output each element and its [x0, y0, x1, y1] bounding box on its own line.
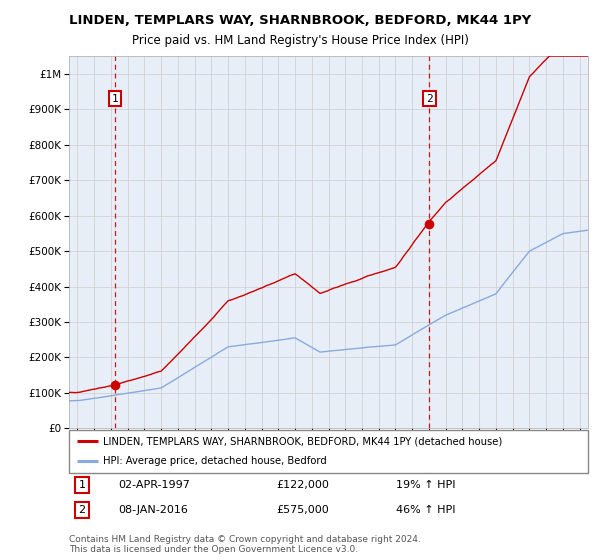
Text: 2: 2 — [426, 94, 433, 104]
Text: 1: 1 — [112, 94, 118, 104]
Text: 02-APR-1997: 02-APR-1997 — [118, 480, 190, 490]
Text: Contains HM Land Registry data © Crown copyright and database right 2024.
This d: Contains HM Land Registry data © Crown c… — [69, 535, 421, 554]
Text: HPI: Average price, detached house, Bedford: HPI: Average price, detached house, Bedf… — [103, 456, 326, 466]
Text: 46% ↑ HPI: 46% ↑ HPI — [396, 505, 455, 515]
Text: 08-JAN-2016: 08-JAN-2016 — [118, 505, 188, 515]
Text: £122,000: £122,000 — [277, 480, 329, 490]
Text: 19% ↑ HPI: 19% ↑ HPI — [396, 480, 455, 490]
Text: £575,000: £575,000 — [277, 505, 329, 515]
Text: 1: 1 — [79, 480, 85, 490]
Text: LINDEN, TEMPLARS WAY, SHARNBROOK, BEDFORD, MK44 1PY: LINDEN, TEMPLARS WAY, SHARNBROOK, BEDFOR… — [69, 14, 531, 27]
Text: 2: 2 — [79, 505, 86, 515]
Text: LINDEN, TEMPLARS WAY, SHARNBROOK, BEDFORD, MK44 1PY (detached house): LINDEN, TEMPLARS WAY, SHARNBROOK, BEDFOR… — [103, 436, 502, 446]
Text: Price paid vs. HM Land Registry's House Price Index (HPI): Price paid vs. HM Land Registry's House … — [131, 34, 469, 46]
